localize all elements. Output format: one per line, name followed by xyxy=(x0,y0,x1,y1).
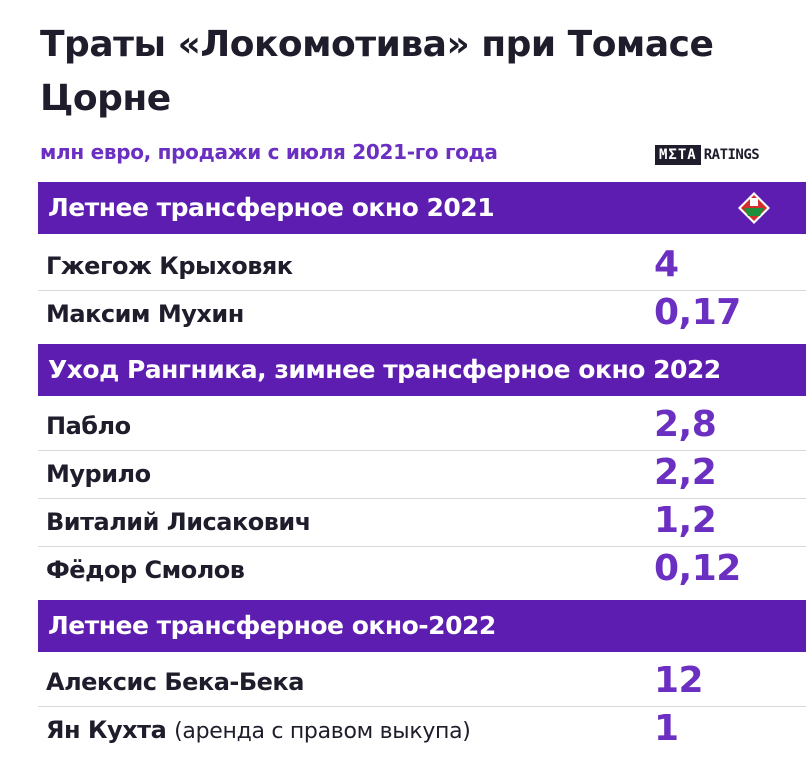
player-value: 0,17 xyxy=(654,292,741,333)
player-value: 1,2 xyxy=(654,500,717,541)
section-header-summer-2022: Летнее трансферное окно-2022 xyxy=(38,600,806,652)
section-header-winter-2022: Уход Рангника, зимнее трансферное окно 2… xyxy=(38,344,806,396)
player-name: Фёдор Смолов xyxy=(46,556,245,584)
section-header-summer-2021: Летнее трансферное окно 2021 xyxy=(38,182,806,234)
section-header-label: Уход Рангника, зимнее трансферное окно 2… xyxy=(48,355,721,384)
section-header-label: Летнее трансферное окно-2022 xyxy=(48,611,496,640)
meta-ratings-logo: MΣTA RATINGS xyxy=(655,145,760,165)
player-value: 2,8 xyxy=(654,404,717,445)
player-value: 1 xyxy=(654,708,679,749)
player-value: 4 xyxy=(654,244,679,285)
table-row: Фёдор Смолов 0,12 xyxy=(38,546,806,594)
player-name: Виталий Лисакович xyxy=(46,508,311,536)
player-name: Мурило xyxy=(46,460,151,488)
lokomotiv-crest-icon xyxy=(738,192,770,224)
player-value: 0,12 xyxy=(654,548,741,589)
player-name: Максим Мухин xyxy=(46,300,244,328)
player-name: Ян Кухта (аренда с правом выкупа) xyxy=(46,716,471,744)
player-name-text: Ян Кухта xyxy=(46,716,167,744)
logo-meta: MΣTA xyxy=(655,145,701,165)
table-row: Гжегож Крыховяк 4 xyxy=(38,242,806,291)
player-name: Пабло xyxy=(46,412,131,440)
logo-ratings: RATINGS xyxy=(703,147,760,163)
player-name: Гжегож Крыховяк xyxy=(46,252,293,280)
section-header-label: Летнее трансферное окно 2021 xyxy=(48,193,495,222)
subtitle: млн евро, продажи с июля 2021-го года xyxy=(40,140,498,164)
table-row: Алексис Бека-Бека 12 xyxy=(38,658,806,707)
player-value: 2,2 xyxy=(654,452,717,493)
page-title: Траты «Локомотива» при Томасе Цорне xyxy=(40,24,714,119)
table-row: Максим Мухин 0,17 xyxy=(38,290,806,338)
table-row: Ян Кухта (аренда с правом выкупа) 1 xyxy=(38,706,806,754)
player-note: (аренда с правом выкупа) xyxy=(174,719,471,744)
table-row: Мурило 2,2 xyxy=(38,450,806,499)
table-row: Пабло 2,8 xyxy=(38,402,806,451)
player-name: Алексис Бека-Бека xyxy=(46,668,304,696)
player-value: 12 xyxy=(654,660,704,701)
table-row: Виталий Лисакович 1,2 xyxy=(38,498,806,547)
